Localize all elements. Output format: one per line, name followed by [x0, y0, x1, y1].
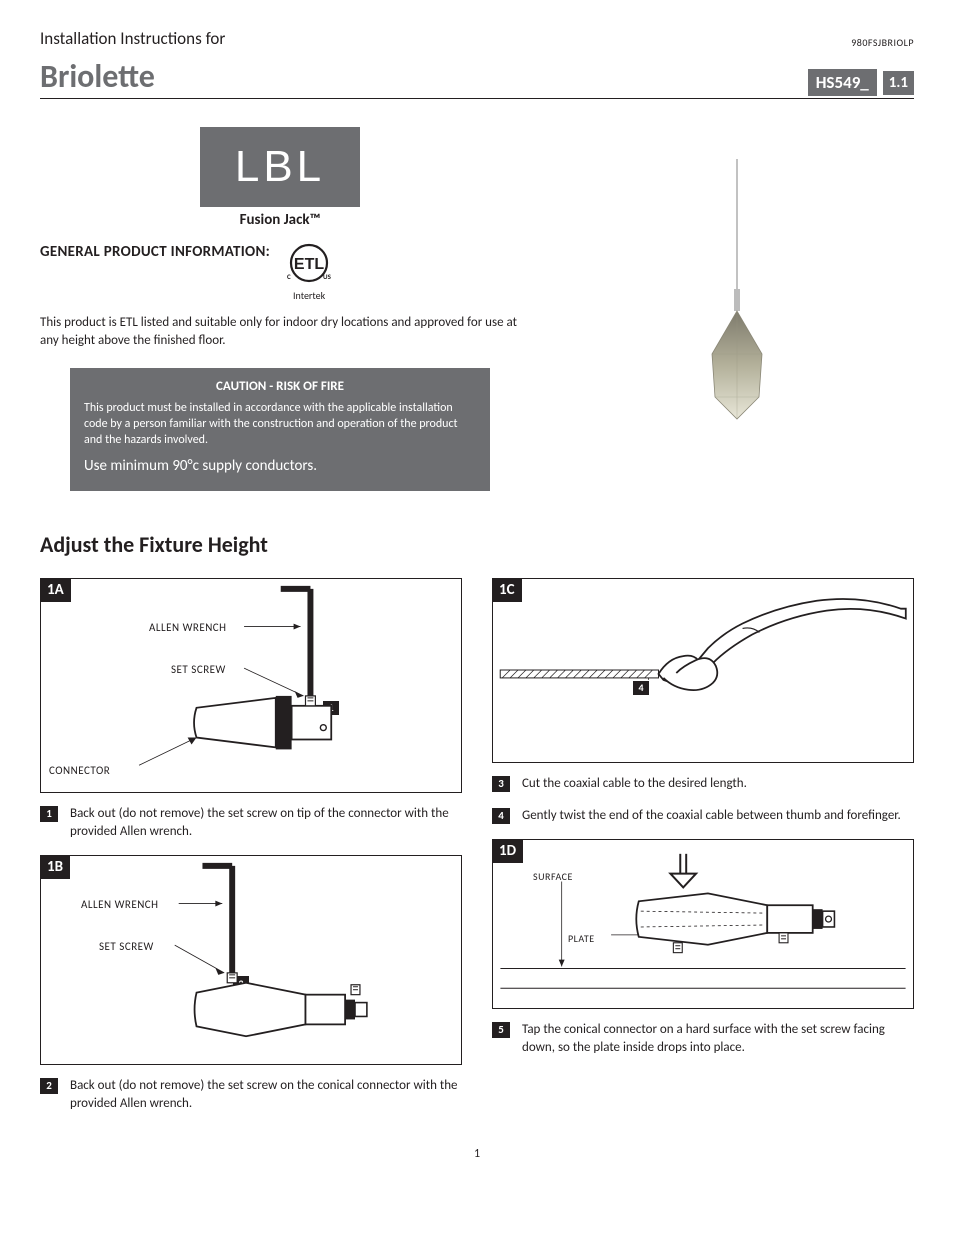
section-heading: Adjust the Fixture Height: [40, 531, 914, 558]
part-number: 980FSJBRIOLP: [851, 36, 914, 49]
page-number: 1: [40, 1147, 914, 1161]
step-5: 5 Tap the conical connector on a hard su…: [492, 1021, 914, 1057]
model-code-group: HS549_ 1.1: [808, 69, 914, 96]
diagram-1a: [41, 579, 461, 792]
caution-sub: Use minimum 90°c supply conductors.: [84, 456, 476, 476]
top-meta-row: Installation Instructions for 980FSJBRIO…: [40, 28, 914, 49]
step-4: 4 Gently twist the end of the coaxial ca…: [492, 807, 914, 825]
step-num-1: 1: [40, 806, 58, 822]
panel-label-1d: 1D: [493, 840, 523, 863]
step-num-2: 2: [40, 1078, 58, 1094]
panel-label-1c: 1C: [493, 579, 522, 602]
svg-text:ETL: ETL: [294, 256, 324, 273]
pendant-light-icon: [637, 159, 837, 459]
right-column: 1C 4: [492, 578, 914, 1128]
installation-for: Installation Instructions for: [40, 28, 225, 49]
title-row: Briolette HS549_ 1.1: [40, 57, 914, 99]
step-text-3: Cut the coaxial cable to the desired len…: [522, 775, 747, 793]
diagram-1b: [41, 856, 461, 1064]
step-text-4: Gently twist the end of the coaxial cabl…: [522, 807, 901, 825]
step-2: 2 Back out (do not remove) the set screw…: [40, 1077, 462, 1113]
gpi-row: GENERAL PRODUCT INFORMATION: ETL C US In…: [40, 243, 520, 302]
etl-icon: ETL C US: [278, 243, 340, 287]
step-num-4: 4: [492, 808, 510, 824]
product-line: Fusion Jack™: [40, 211, 520, 229]
step-num-5: 5: [492, 1022, 510, 1038]
gpi-heading: GENERAL PRODUCT INFORMATION:: [40, 243, 270, 261]
step-3: 3 Cut the coaxial cable to the desired l…: [492, 775, 914, 793]
diagram-1d: [493, 840, 913, 1008]
step-1: 1 Back out (do not remove) the set screw…: [40, 805, 462, 841]
caution-body: This product must be installed in accord…: [84, 400, 476, 449]
panel-1b: 1B ALLEN WRENCH SET SCREW 2: [40, 855, 462, 1065]
step-num-3: 3: [492, 776, 510, 792]
panel-label-1a: 1A: [41, 579, 71, 602]
caution-box: CAUTION - RISK OF FIRE This product must…: [70, 368, 490, 490]
left-column: 1A ALLEN WRENCH SET SCREW CONNECTOR 1: [40, 578, 462, 1128]
caution-title: CAUTION - RISK OF FIRE: [84, 378, 476, 396]
hero-section: LBL Fusion Jack™ GENERAL PRODUCT INFORMA…: [40, 127, 914, 491]
diagram-1c: [493, 579, 913, 762]
step-text-1: Back out (do not remove) the set screw o…: [70, 805, 462, 841]
panel-1c: 1C 4: [492, 578, 914, 763]
panel-label-1b: 1B: [41, 856, 70, 879]
model-code: HS549_: [808, 69, 877, 96]
step-text-2: Back out (do not remove) the set screw o…: [70, 1077, 462, 1113]
svg-text:US: US: [323, 272, 332, 281]
svg-text:C: C: [287, 272, 291, 281]
brand-logo: LBL: [200, 127, 360, 207]
step-text-5: Tap the conical connector on a hard surf…: [522, 1021, 914, 1057]
general-paragraph: This product is ETL listed and suitable …: [40, 314, 520, 350]
panel-1d: 1D SURFACE PLATE: [492, 839, 914, 1009]
version-badge: 1.1: [883, 71, 914, 95]
product-image-area: [560, 127, 914, 491]
info-column: LBL Fusion Jack™ GENERAL PRODUCT INFORMA…: [40, 127, 520, 491]
panel-1a: 1A ALLEN WRENCH SET SCREW CONNECTOR 1: [40, 578, 462, 793]
intertek-label: Intertek: [293, 289, 325, 302]
instruction-columns: 1A ALLEN WRENCH SET SCREW CONNECTOR 1: [40, 578, 914, 1128]
product-title: Briolette: [40, 57, 155, 96]
etl-mark: ETL C US Intertek: [278, 243, 340, 302]
